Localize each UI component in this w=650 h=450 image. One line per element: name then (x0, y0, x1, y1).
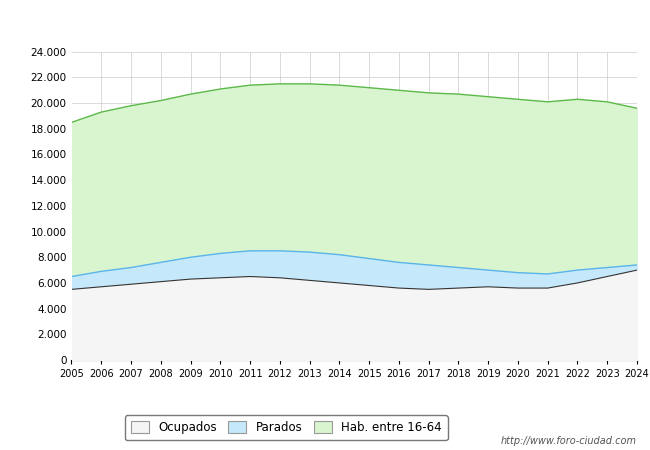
Text: FORO-CIUDAD.COM: FORO-CIUDAD.COM (188, 176, 521, 205)
Legend: Ocupados, Parados, Hab. entre 16-64: Ocupados, Parados, Hab. entre 16-64 (125, 415, 448, 440)
Text: San Andrés del Rabanedo - Evolucion de la poblacion en edad de Trabajar Mayo de : San Andrés del Rabanedo - Evolucion de l… (47, 17, 603, 30)
Text: http://www.foro-ciudad.com: http://www.foro-ciudad.com (501, 436, 637, 446)
